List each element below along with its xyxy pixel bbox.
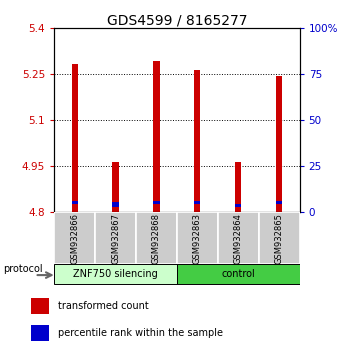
Bar (113, 202, 118, 207)
Bar (276, 76, 282, 212)
Text: GSM932864: GSM932864 (234, 213, 243, 263)
Bar (218, 212, 259, 264)
Bar (153, 61, 160, 212)
Text: protocol: protocol (3, 263, 43, 274)
Title: GDS4599 / 8165277: GDS4599 / 8165277 (106, 13, 247, 27)
Text: percentile rank within the sample: percentile rank within the sample (58, 328, 223, 338)
Text: GSM932868: GSM932868 (152, 212, 161, 264)
Bar (177, 212, 218, 264)
Bar (177, 264, 300, 284)
Bar (194, 70, 200, 212)
Text: GSM932866: GSM932866 (70, 212, 79, 264)
Text: GSM932863: GSM932863 (193, 212, 202, 264)
Bar (71, 201, 78, 204)
Bar (54, 264, 177, 284)
Text: control: control (221, 269, 255, 279)
Bar (153, 201, 160, 204)
Bar (235, 162, 242, 212)
Bar (276, 201, 282, 204)
Bar (136, 212, 177, 264)
Bar (113, 162, 118, 212)
Text: GSM932867: GSM932867 (111, 212, 120, 264)
Bar (71, 64, 78, 212)
Bar (95, 212, 136, 264)
Bar (31, 297, 49, 314)
Bar (235, 204, 242, 207)
Bar (194, 201, 200, 204)
Bar (259, 212, 300, 264)
Text: GSM932865: GSM932865 (275, 213, 284, 263)
Text: ZNF750 silencing: ZNF750 silencing (73, 269, 158, 279)
Text: transformed count: transformed count (58, 301, 149, 311)
Bar (54, 212, 95, 264)
Bar (31, 325, 49, 341)
